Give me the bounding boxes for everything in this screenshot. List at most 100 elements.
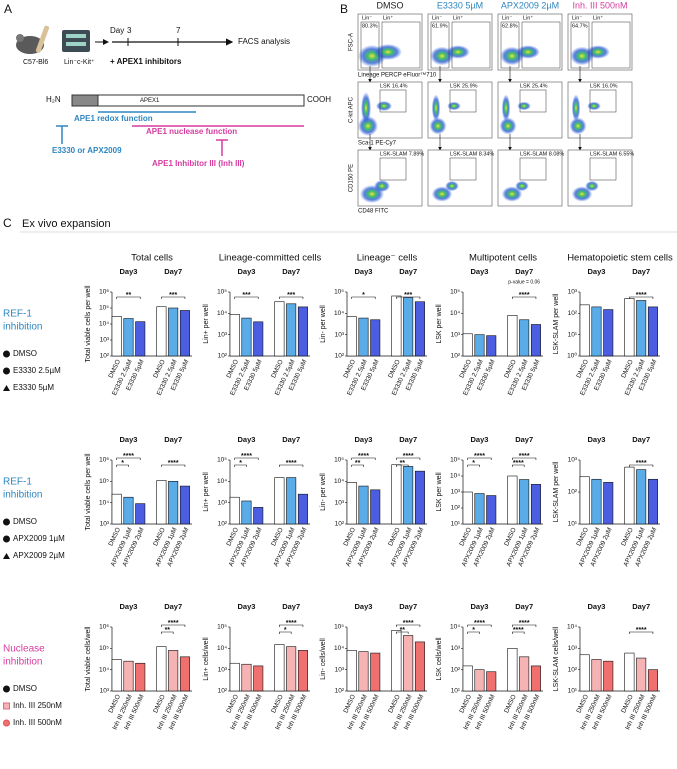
bar (358, 317, 369, 357)
significance-bracket (279, 624, 304, 627)
y-tick-label: 10² (218, 353, 228, 360)
group-label: Day7 (399, 435, 417, 444)
density (376, 101, 392, 111)
y-tick-label: 10⁵ (217, 289, 227, 296)
bar (579, 654, 590, 692)
significance-bracket (629, 631, 654, 634)
gate-value: 62.8% (502, 23, 518, 29)
bar (179, 485, 190, 525)
y-tick-label: 10⁴ (99, 321, 109, 328)
bar (603, 660, 614, 692)
panel-label: A (4, 2, 12, 16)
treatment-label: + APEX1 inhibitors (110, 57, 182, 66)
bar (391, 630, 402, 692)
y-tick-label: 10⁴ (217, 645, 227, 652)
legend-marker (3, 553, 10, 559)
gate-name: Lin⁺ (523, 14, 533, 21)
group-label: Day3 (238, 267, 256, 276)
row-label: REF-1 (3, 309, 32, 320)
y-tick-label: 10¹ (568, 521, 578, 528)
bar (474, 669, 485, 692)
significance-label: * (362, 292, 365, 299)
y-tick-label: 10⁴ (450, 310, 460, 317)
bar (591, 659, 602, 692)
row-label: inhibition (3, 322, 42, 333)
significance-bracket (629, 296, 654, 299)
bar (297, 650, 308, 692)
y-tick-label: 10³ (218, 499, 228, 506)
bar (636, 657, 647, 692)
bar (636, 300, 647, 357)
gate (379, 157, 407, 181)
bar (462, 665, 473, 692)
gate (521, 21, 561, 69)
bar (636, 469, 647, 525)
y-tick-label: 10² (218, 521, 228, 528)
group-label: Day3 (471, 435, 489, 444)
y-tick-label: 10² (335, 353, 345, 360)
group-label: Day7 (282, 267, 300, 276)
bar (370, 652, 381, 692)
bar (274, 644, 285, 692)
bar (229, 662, 240, 692)
legend-label: APX2009 1µM (13, 534, 65, 543)
gate (449, 157, 477, 181)
significance-label: * (121, 460, 124, 467)
significance-label: ** (355, 460, 361, 467)
bar (241, 317, 252, 357)
legend-label: APX2009 2µM (13, 551, 65, 560)
significance-bracket (116, 296, 141, 299)
bar (647, 669, 658, 692)
gate (591, 21, 631, 69)
bar (579, 476, 590, 525)
density (571, 94, 581, 122)
protein-bar (71, 94, 305, 107)
legend-marker (3, 350, 10, 358)
density (431, 186, 453, 202)
y-axis-label: LSK per well (436, 304, 443, 344)
y-axis-label: LSK-SLAM cells/well (553, 626, 560, 691)
bar (519, 319, 530, 357)
panel-label: B (340, 2, 348, 16)
significance-bracket (467, 464, 480, 467)
bar (229, 496, 240, 525)
gate (451, 21, 491, 69)
significance-label: **** (168, 460, 179, 467)
significance-label: **** (474, 620, 485, 627)
density (447, 101, 461, 111)
bar (624, 652, 635, 692)
significance-bracket (161, 631, 174, 634)
bar (403, 466, 414, 525)
legend-label: DMSO (13, 349, 37, 358)
axis-label: Sca-1 PE-Cy7 (358, 141, 397, 147)
group-label: Day7 (399, 602, 417, 611)
group-label: Day7 (632, 435, 650, 444)
group-label: Day3 (238, 602, 256, 611)
y-tick-label: 10⁴ (567, 624, 577, 631)
bar (391, 295, 402, 357)
gate-value: LSK-SLAM 8.08% (520, 151, 564, 157)
y-tick-label: 10⁵ (217, 457, 227, 464)
density (358, 116, 378, 136)
gate (589, 157, 617, 181)
group-label: Day3 (471, 602, 489, 611)
y-tick-label: 10⁵ (450, 289, 460, 296)
y-tick-label: 10¹ (568, 331, 578, 338)
bar (519, 479, 530, 525)
significance-bracket (467, 631, 480, 634)
gate (381, 21, 421, 69)
bar (370, 319, 381, 357)
row-label: inhibition (3, 657, 42, 668)
c-terminus: COOH (307, 95, 331, 104)
group-label: Day7 (515, 435, 533, 444)
redox-label: APE1 redox function (74, 114, 153, 123)
density (571, 186, 593, 202)
bar (486, 335, 497, 357)
panel-label: C (3, 216, 12, 230)
gate-value: 80.3% (362, 23, 378, 29)
bar (123, 660, 134, 692)
group-label: Day7 (282, 435, 300, 444)
bar (286, 303, 297, 357)
gate-value: LSK-SLAM 8.34% (450, 151, 494, 157)
y-tick-label: 10³ (218, 331, 228, 338)
